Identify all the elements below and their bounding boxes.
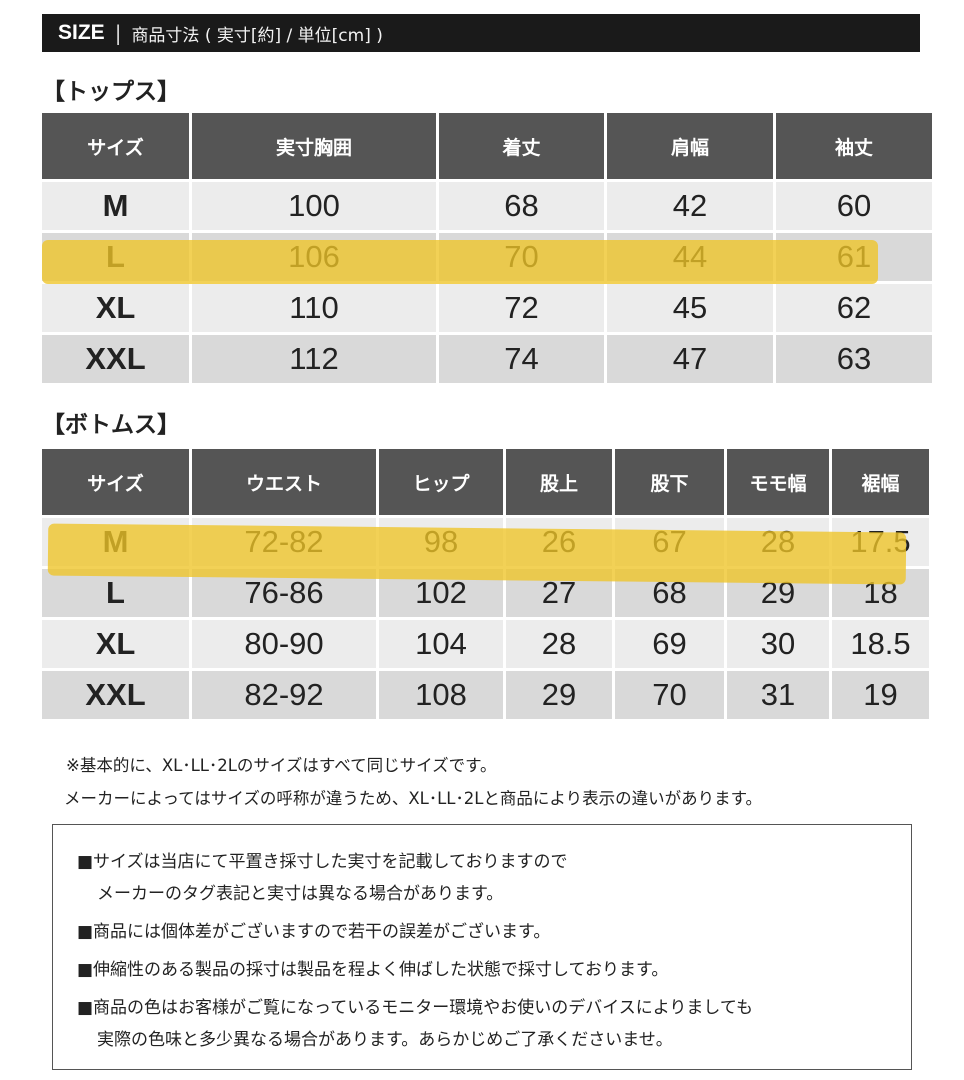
notice-line: ■商品には個体差がございますので若干の誤差がございます。 <box>77 922 551 942</box>
bottoms-cell-waist: 72-82 <box>192 518 376 566</box>
bottoms-section-title: 【ボトムス】 <box>42 412 180 438</box>
bottoms-size-table: サイズ ウエスト ヒップ 股上 股下 モモ幅 裾幅 M 72-82 98 26 … <box>39 446 932 722</box>
bottoms-col-thigh: モモ幅 <box>727 449 829 515</box>
tops-col-size: サイズ <box>42 113 189 179</box>
notice-line: ■伸縮性のある製品の採寸は製品を程よく伸ばした状態で採寸しております。 <box>77 960 669 980</box>
notice-line: 実際の色味と多少異なる場合があります。あらかじめご了承くださいませ。 <box>97 1030 673 1050</box>
tops-cell-size: XL <box>42 284 189 332</box>
bottoms-cell-size: XL <box>42 620 189 668</box>
bottoms-cell-hip: 102 <box>379 569 503 617</box>
bottoms-col-hem: 裾幅 <box>832 449 929 515</box>
bottoms-cell-thigh: 30 <box>727 620 829 668</box>
tops-col-shoulder: 肩幅 <box>607 113 773 179</box>
bottoms-cell-rise: 29 <box>506 671 612 719</box>
bottoms-col-waist: ウエスト <box>192 449 376 515</box>
bottoms-row-xl: XL 80-90 104 28 69 30 18.5 <box>42 620 929 668</box>
bottoms-cell-inseam: 68 <box>615 569 724 617</box>
tops-cell-chest: 106 <box>192 233 436 281</box>
bottoms-cell-waist: 76-86 <box>192 569 376 617</box>
bottoms-cell-size: L <box>42 569 189 617</box>
bottoms-cell-inseam: 69 <box>615 620 724 668</box>
bottoms-cell-inseam: 67 <box>615 518 724 566</box>
tops-cell-sleeve: 60 <box>776 182 932 230</box>
tops-cell-length: 68 <box>439 182 604 230</box>
tops-cell-chest: 112 <box>192 335 436 383</box>
size-note-1: ※基本的に、XL･LL･2Lのサイズはすべて同じサイズです。 <box>66 756 497 775</box>
tops-cell-chest: 100 <box>192 182 436 230</box>
bottoms-cell-rise: 26 <box>506 518 612 566</box>
tops-cell-length: 70 <box>439 233 604 281</box>
tops-row-l: L 106 70 44 61 <box>42 233 932 281</box>
size-header-bar: SIZE | 商品寸法 ( 実寸[約] / 単位[cm] ) <box>42 14 920 52</box>
bottoms-cell-hem: 19 <box>832 671 929 719</box>
bottoms-header-row: サイズ ウエスト ヒップ 股上 股下 モモ幅 裾幅 <box>42 449 929 515</box>
header-separator: | <box>114 21 122 45</box>
tops-col-chest: 実寸胸囲 <box>192 113 436 179</box>
bottoms-col-hip: ヒップ <box>379 449 503 515</box>
bottoms-cell-waist: 80-90 <box>192 620 376 668</box>
tops-cell-sleeve: 61 <box>776 233 932 281</box>
tops-col-length: 着丈 <box>439 113 604 179</box>
notice-box: ■サイズは当店にて平置き採寸した実寸を記載しておりますので メーカーのタグ表記と… <box>52 824 912 1070</box>
tops-cell-shoulder: 42 <box>607 182 773 230</box>
tops-cell-size: XXL <box>42 335 189 383</box>
bottoms-cell-rise: 27 <box>506 569 612 617</box>
bottoms-cell-hem: 18 <box>832 569 929 617</box>
bottoms-row-xxl: XXL 82-92 108 29 70 31 19 <box>42 671 929 719</box>
tops-col-sleeve: 袖丈 <box>776 113 932 179</box>
tops-cell-shoulder: 45 <box>607 284 773 332</box>
bottoms-cell-hem: 17.5 <box>832 518 929 566</box>
bottoms-cell-size: XXL <box>42 671 189 719</box>
bottoms-cell-waist: 82-92 <box>192 671 376 719</box>
tops-cell-shoulder: 44 <box>607 233 773 281</box>
bottoms-cell-thigh: 28 <box>727 518 829 566</box>
bottoms-cell-rise: 28 <box>506 620 612 668</box>
bottoms-col-rise: 股上 <box>506 449 612 515</box>
tops-section-title: 【トップス】 <box>42 79 180 105</box>
tops-cell-length: 74 <box>439 335 604 383</box>
bottoms-cell-hip: 108 <box>379 671 503 719</box>
bottoms-cell-size: M <box>42 518 189 566</box>
notice-line: ■サイズは当店にて平置き採寸した実寸を記載しておりますので <box>77 852 568 872</box>
tops-row-xl: XL 110 72 45 62 <box>42 284 932 332</box>
notice-line: ■商品の色はお客様がご覧になっているモニター環境やお使いのデバイスによりましても <box>77 998 754 1018</box>
size-note-2: メーカーによってはサイズの呼称が違うため、XL･LL･2Lと商品により表示の違い… <box>64 789 762 808</box>
bottoms-col-inseam: 股下 <box>615 449 724 515</box>
bottoms-row-l: L 76-86 102 27 68 29 18 <box>42 569 929 617</box>
tops-cell-sleeve: 62 <box>776 284 932 332</box>
tops-cell-length: 72 <box>439 284 604 332</box>
tops-row-xxl: XXL 112 74 47 63 <box>42 335 932 383</box>
tops-cell-size: M <box>42 182 189 230</box>
size-heading: SIZE <box>58 21 105 44</box>
bottoms-cell-thigh: 31 <box>727 671 829 719</box>
bottoms-cell-thigh: 29 <box>727 569 829 617</box>
tops-cell-chest: 110 <box>192 284 436 332</box>
tops-header-row: サイズ 実寸胸囲 着丈 肩幅 袖丈 <box>42 113 932 179</box>
bottoms-cell-hip: 98 <box>379 518 503 566</box>
tops-cell-sleeve: 63 <box>776 335 932 383</box>
bottoms-col-size: サイズ <box>42 449 189 515</box>
bottoms-cell-inseam: 70 <box>615 671 724 719</box>
bottoms-cell-hip: 104 <box>379 620 503 668</box>
bottoms-cell-hem: 18.5 <box>832 620 929 668</box>
header-subtitle: 商品寸法 ( 実寸[約] / 単位[cm] ) <box>131 25 383 46</box>
bottoms-row-m: M 72-82 98 26 67 28 17.5 <box>42 518 929 566</box>
tops-cell-shoulder: 47 <box>607 335 773 383</box>
notice-line: メーカーのタグ表記と実寸は異なる場合があります。 <box>97 884 504 904</box>
tops-size-table: サイズ 実寸胸囲 着丈 肩幅 袖丈 M 100 68 42 60 L 106 7… <box>39 110 935 386</box>
tops-cell-size: L <box>42 233 189 281</box>
tops-row-m: M 100 68 42 60 <box>42 182 932 230</box>
